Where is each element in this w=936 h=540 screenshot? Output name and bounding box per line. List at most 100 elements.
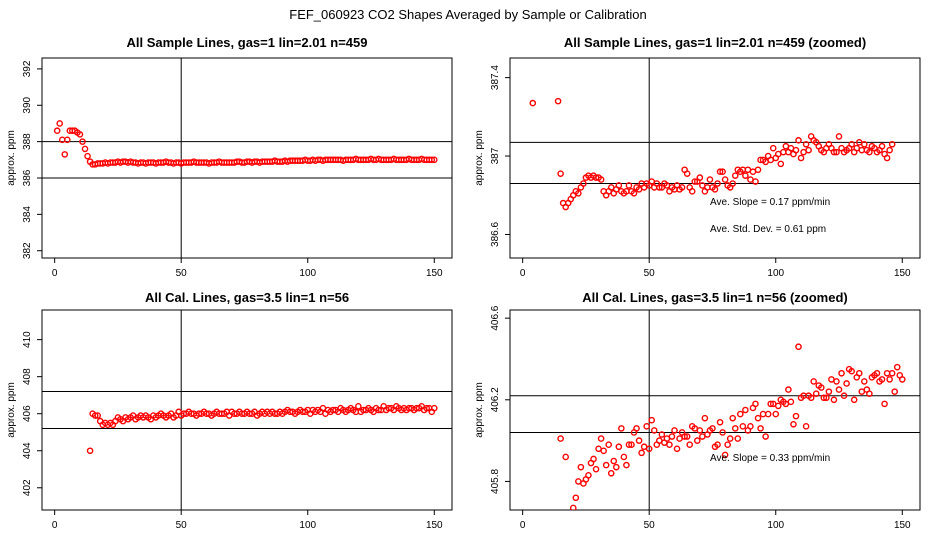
data-point xyxy=(630,189,638,197)
data-point xyxy=(833,148,840,156)
plot-frame xyxy=(509,309,921,511)
data-point xyxy=(792,412,800,420)
panel-3: All Cal. Lines, gas=3.5 lin=1 n=56 0 50 100… xyxy=(6,290,453,531)
data-point xyxy=(650,427,658,434)
data-point xyxy=(94,412,101,419)
x-tick-label: 50 xyxy=(644,268,656,279)
data-point xyxy=(777,160,785,168)
x-tick-label: 100 xyxy=(299,268,316,279)
y-tick-label: 387 xyxy=(490,147,501,164)
data-point xyxy=(719,168,726,176)
data-point xyxy=(79,138,86,145)
data-point xyxy=(792,146,800,154)
data-point xyxy=(84,152,91,160)
y-axis-label: approx. ppm xyxy=(6,382,17,438)
data-point xyxy=(893,363,901,371)
data-point xyxy=(721,451,729,459)
data-point xyxy=(886,376,893,383)
annotation: Ave. Slope = 0.33 ppm/min xyxy=(710,453,830,464)
data-point xyxy=(585,472,592,479)
data-point xyxy=(590,455,597,463)
y-tick-label: 386 xyxy=(22,169,33,186)
data-point xyxy=(891,388,898,395)
data-point xyxy=(686,441,693,448)
data-point xyxy=(355,402,362,410)
data-point xyxy=(56,120,64,127)
panel-4: All Cal. Lines, gas=3.5 lin=1 n=56 (zoom… xyxy=(474,290,921,531)
data-point xyxy=(375,406,382,414)
data-point xyxy=(706,176,714,183)
data-point xyxy=(668,433,676,440)
x-tick-label: 50 xyxy=(644,520,656,531)
data-point xyxy=(731,425,739,432)
data-point xyxy=(855,369,863,377)
y-tick-label: 406.6 xyxy=(490,305,501,330)
data-point xyxy=(430,404,438,412)
data-point xyxy=(866,148,873,156)
annotation: Ave. Slope = 0.17 ppm/min xyxy=(710,197,830,208)
data-point xyxy=(764,410,772,418)
y-tick-label: 387.4 xyxy=(490,65,501,90)
data-point xyxy=(729,414,737,422)
y-tick-label: 384 xyxy=(22,206,33,223)
data-point xyxy=(592,465,600,473)
data-point xyxy=(726,435,734,442)
data-point xyxy=(610,457,618,465)
data-point xyxy=(620,453,628,461)
data-point xyxy=(835,386,843,393)
x-tick-label: 100 xyxy=(299,520,316,531)
data-point xyxy=(529,99,537,107)
data-point xyxy=(86,447,94,455)
data-points xyxy=(529,97,896,211)
data-point xyxy=(742,406,749,414)
data-point xyxy=(835,133,843,140)
data-point xyxy=(817,384,825,391)
data-point xyxy=(747,423,754,430)
panel-title: All Cal. Lines, gas=3.5 lin=1 n=56 (zoom… xyxy=(582,290,848,305)
data-point xyxy=(805,146,812,154)
data-point xyxy=(602,461,610,469)
data-point xyxy=(678,184,686,191)
data-point xyxy=(628,441,635,448)
data-point xyxy=(838,369,845,377)
data-point xyxy=(754,414,762,422)
data-point xyxy=(888,140,896,148)
data-point xyxy=(739,423,747,430)
data-point xyxy=(615,443,623,451)
data-point xyxy=(618,425,625,432)
x-tick-label: 50 xyxy=(176,268,188,279)
y-tick-label: 408 xyxy=(22,368,33,385)
data-point xyxy=(833,378,840,385)
data-point xyxy=(671,427,678,434)
data-point xyxy=(81,145,89,153)
data-point xyxy=(769,144,777,152)
y-tick-label: 405.8 xyxy=(490,468,501,493)
y-tick-label: 386.6 xyxy=(490,222,501,247)
data-point xyxy=(572,494,580,502)
y-tick-label: 406.2 xyxy=(490,387,501,412)
data-point xyxy=(607,469,615,477)
y-tick-label: 382 xyxy=(22,242,33,259)
data-point xyxy=(812,390,820,397)
data-point xyxy=(615,182,623,189)
data-point xyxy=(843,380,850,387)
data-point xyxy=(772,410,780,418)
data-point xyxy=(658,431,666,438)
data-point xyxy=(580,180,587,187)
data-point xyxy=(643,423,650,430)
y-tick-label: 406 xyxy=(22,405,33,422)
data-point xyxy=(888,369,896,377)
data-point xyxy=(823,394,830,402)
annotation: Ave. Std. Dev. = 0.61 ppm xyxy=(710,224,826,235)
data-point xyxy=(645,445,653,453)
data-point xyxy=(830,148,838,156)
data-point xyxy=(688,188,696,195)
data-point xyxy=(430,156,438,164)
data-point xyxy=(825,388,833,395)
data-point xyxy=(898,376,906,383)
data-point xyxy=(633,425,640,432)
data-point xyxy=(848,140,855,148)
data-point xyxy=(719,429,726,436)
data-point xyxy=(820,394,828,402)
